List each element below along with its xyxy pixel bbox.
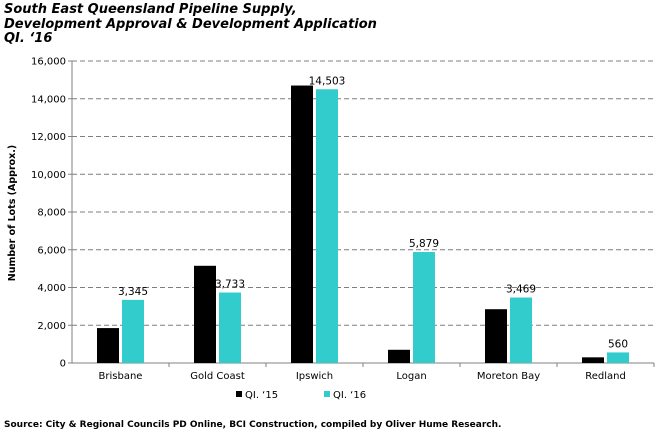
bar-q1-15: [485, 309, 507, 363]
bar-q1-16: [607, 352, 629, 363]
bar-q1-16: [316, 89, 338, 364]
legend-label: QI. ‘15: [245, 390, 278, 401]
legend-swatch: [324, 391, 330, 397]
y-tick-label: 12,000: [31, 132, 66, 143]
x-tick-label: Brisbane: [99, 371, 143, 382]
legend-label: QI. ‘16: [333, 390, 366, 401]
x-tick-label: Redland: [585, 371, 626, 382]
bar-q1-15: [97, 328, 119, 363]
bar-q1-15: [388, 349, 410, 363]
bar-q1-16: [510, 297, 532, 363]
source-note: Source: City & Regional Councils PD Onli…: [4, 420, 502, 430]
data-label: 3,345: [118, 286, 148, 298]
axes: 0 2,000 4,000 6,000 8,000 10,000 12,000 14,000 1…: [31, 57, 655, 382]
bar-q1-16: [413, 252, 435, 363]
y-axis-label: Number of Lots (Approx.): [7, 145, 18, 281]
bars: [97, 85, 629, 364]
y-tick-label: 2,000: [37, 321, 66, 332]
bar-q1-15: [291, 85, 313, 363]
x-tick-label: Ipswich: [296, 371, 333, 382]
data-label: 560: [608, 338, 628, 350]
legend-swatch: [236, 391, 242, 397]
y-tick-label: 14,000: [31, 94, 66, 105]
chart-title-line-2: Development Approval & Development Appli…: [4, 16, 377, 32]
bar-q1-15: [194, 265, 216, 363]
data-label: 3,733: [215, 279, 245, 291]
legend: QI. ‘15 QI. ‘16: [236, 390, 366, 401]
y-tick-label: 16,000: [31, 57, 66, 68]
bar-q1-16: [219, 292, 241, 363]
gridlines: [72, 60, 654, 326]
data-label: 5,879: [409, 238, 439, 250]
chart-title: South East Queensland Pipeline Supply, D…: [4, 2, 444, 47]
x-tick-label: Moreton Bay: [477, 371, 540, 382]
y-tick-label: 0: [60, 359, 66, 370]
y-tick-label: 8,000: [37, 208, 66, 219]
data-labels: 3,345 3,733 14,503 5,879 3,469 560: [118, 75, 628, 350]
y-tick-label: 6,000: [37, 245, 66, 256]
y-tick-label: 4,000: [37, 283, 66, 294]
chart-title-line-3: QI. ‘16: [4, 31, 53, 46]
y-tick-label: 10,000: [31, 170, 66, 181]
bar-q1-15: [582, 357, 604, 363]
bar-q1-16: [122, 299, 144, 363]
chart-title-line-1: South East Queensland Pipeline Supply,: [4, 2, 297, 17]
x-tick-label: Gold Coast: [190, 371, 245, 382]
data-label: 14,503: [309, 75, 346, 87]
data-label: 3,469: [506, 284, 536, 296]
x-tick-label: Logan: [396, 371, 426, 382]
